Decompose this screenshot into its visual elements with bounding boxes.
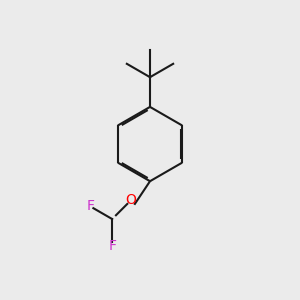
Text: F: F [86,200,94,213]
Text: F: F [108,239,116,253]
Text: O: O [126,193,136,207]
